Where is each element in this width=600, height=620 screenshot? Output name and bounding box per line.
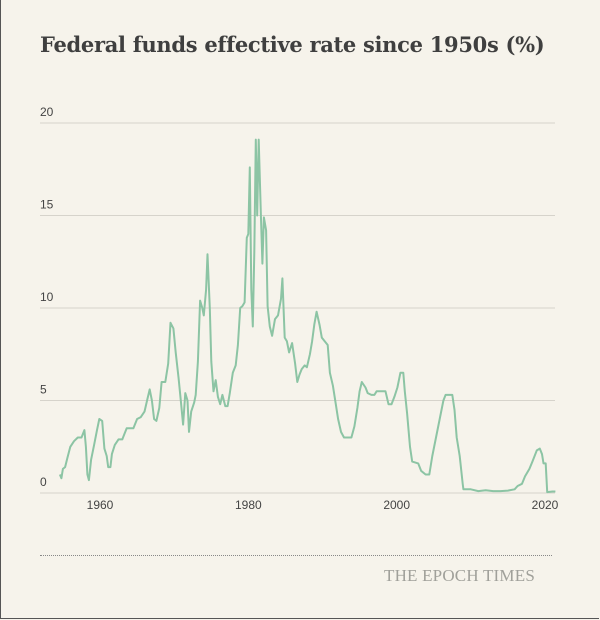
y-tick-label: 20 <box>40 105 54 119</box>
y-tick-label: 5 <box>40 383 47 397</box>
footer-divider <box>40 555 552 556</box>
x-tick-label: 1960 <box>87 498 114 512</box>
x-tick-label: 2000 <box>383 498 410 512</box>
brand-logo: THE EPOCH TIMES <box>384 566 535 585</box>
chart-title: Federal funds effective rate since 1950s… <box>40 32 545 57</box>
y-tick-label: 10 <box>40 290 54 304</box>
y-tick-label: 0 <box>40 475 47 489</box>
y-tick-label: 15 <box>40 198 54 212</box>
x-tick-label: 1980 <box>235 498 262 512</box>
rate-line <box>58 138 556 494</box>
x-tick-label: 2020 <box>532 498 559 512</box>
